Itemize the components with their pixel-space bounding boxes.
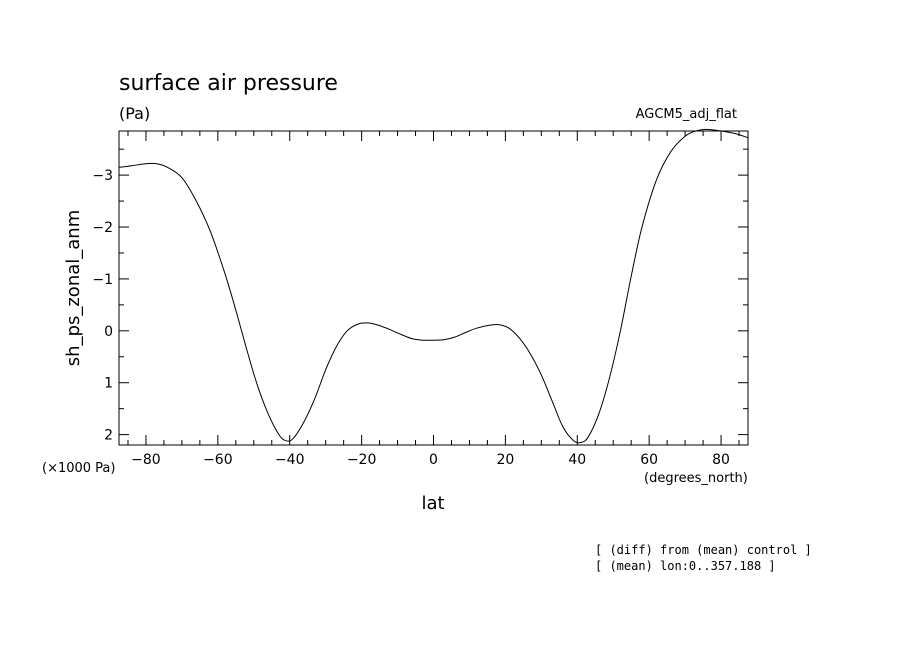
- x-tick-label: −40: [275, 452, 305, 468]
- model-label: AGCM5_adj_flat: [636, 107, 737, 122]
- axis-ticks: [119, 131, 748, 445]
- x-tick-label: 20: [496, 452, 514, 468]
- plot-frame: [118, 130, 749, 446]
- footnote-1: [ (diff) from (mean) control ]: [595, 543, 812, 557]
- x-tick-label: 0: [429, 452, 438, 468]
- y-tick-label: −1: [92, 272, 113, 288]
- x-tick-label: −20: [347, 452, 377, 468]
- x-units-label: (degrees_north): [644, 471, 748, 486]
- x-tick-label: 40: [568, 452, 586, 468]
- units-label: (Pa): [119, 104, 150, 123]
- y-tick-label: −2: [92, 220, 113, 236]
- y-tick-label: −3: [92, 168, 113, 184]
- y-tick-label: 0: [104, 324, 113, 340]
- y-tick-label: 1: [104, 376, 113, 392]
- x-tick-label: 60: [640, 452, 658, 468]
- x-axis-label: lat: [421, 493, 444, 514]
- series-line: [118, 128, 749, 444]
- x-tick-label: −60: [203, 452, 233, 468]
- x-tick-label: 80: [712, 452, 730, 468]
- x-tick-label: −80: [131, 452, 161, 468]
- chart-title: surface air pressure: [119, 71, 338, 96]
- tick-labels: −80 −60 −40 −20 0 20 40 60 80 −3 −2 −1 0 1 2: [92, 168, 730, 468]
- y-axis-label: sh_ps_zonal_anm: [63, 210, 84, 366]
- footnote-2: [ (mean) lon:0..357.188 ]: [595, 559, 776, 573]
- y-units-label: (×1000 Pa): [42, 461, 115, 476]
- y-tick-label: 2: [104, 428, 113, 444]
